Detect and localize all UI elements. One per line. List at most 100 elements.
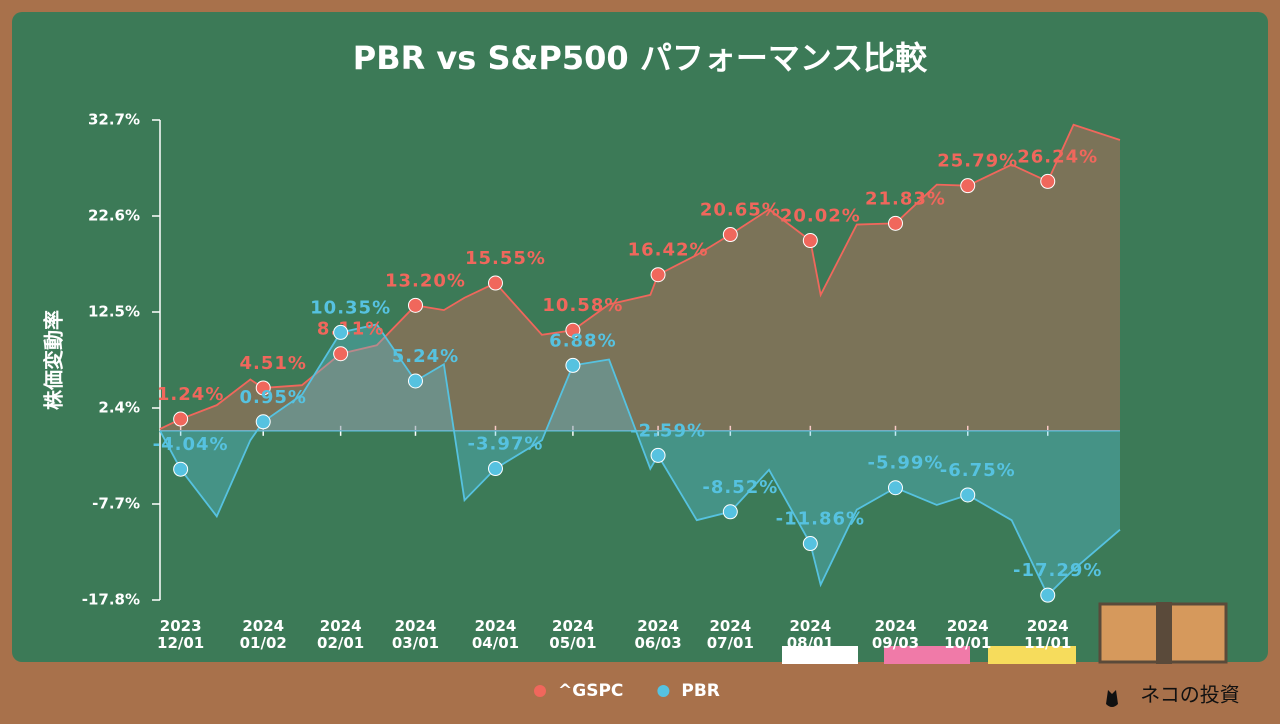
x-tick-year: 2024 (1027, 617, 1069, 635)
data-point (173, 411, 189, 427)
series-line (159, 323, 1121, 597)
data-point (487, 275, 503, 291)
data-point (173, 461, 189, 477)
x-tick-label: 2024 10/01 (944, 617, 991, 652)
data-point (1040, 587, 1056, 603)
data-point (487, 461, 503, 477)
data-point (722, 227, 738, 243)
legend-label: ^GSPC (558, 681, 623, 701)
x-tick-year: 2024 (475, 617, 517, 635)
x-tick-label: 2024 09/03 (872, 617, 919, 652)
series-area (160, 124, 1120, 431)
data-point (802, 233, 818, 249)
data-label: 1.24% (157, 384, 224, 405)
series-line (159, 123, 1121, 430)
chalk (884, 646, 970, 664)
data-label: 16.42% (628, 240, 709, 261)
data-point (255, 414, 271, 430)
x-tick-year: 2024 (875, 617, 917, 635)
data-label: 10.35% (310, 297, 391, 318)
y-tick-label: -7.7% (92, 495, 140, 513)
data-point (960, 178, 976, 194)
x-tick-label: 2024 01/02 (240, 617, 287, 652)
x-tick-label: 2024 08/01 (787, 617, 834, 652)
x-tick-year: 2024 (789, 617, 831, 635)
data-label: 4.51% (239, 353, 306, 374)
eraser-band (1156, 602, 1172, 664)
x-tick-label: 2024 07/01 (707, 617, 754, 652)
x-tick-year: 2024 (709, 617, 751, 635)
x-tick-year: 2024 (552, 617, 594, 635)
x-tick-label: 2023 12/01 (157, 617, 204, 652)
x-tick-label: 2024 02/01 (317, 617, 364, 652)
x-tick-label: 2024 06/03 (634, 617, 681, 652)
footer: ネコの投資 (1140, 683, 1240, 707)
data-point (255, 380, 271, 396)
x-tick-date: 02/01 (317, 634, 364, 652)
chalk (782, 646, 858, 664)
data-label: -8.52% (702, 477, 778, 498)
x-tick-date: 01/02 (240, 634, 287, 652)
data-label: -6.75% (940, 460, 1016, 481)
x-tick-year: 2024 (637, 617, 679, 635)
data-label: 15.55% (465, 248, 546, 269)
data-label: 6.88% (549, 330, 616, 351)
legend-marker (534, 685, 546, 697)
x-tick-date: 04/01 (472, 634, 519, 652)
data-point (407, 297, 423, 313)
data-point (650, 447, 666, 463)
cat-icon (1106, 690, 1118, 707)
data-label: -3.97% (468, 434, 544, 455)
data-label: -5.99% (868, 453, 944, 474)
y-tick-label: 2.4% (98, 399, 140, 417)
x-tick-date: 12/01 (157, 634, 204, 652)
x-tick-date: 03/01 (392, 634, 439, 652)
data-point (960, 487, 976, 503)
x-tick-label: 2024 03/01 (392, 617, 439, 652)
data-label: -2.59% (630, 420, 706, 441)
x-tick-date: 08/01 (787, 634, 834, 652)
legend: ^GSPC PBR (534, 681, 720, 701)
x-tick-year: 2024 (395, 617, 437, 635)
series-area (160, 324, 1120, 596)
data-label: -4.04% (153, 434, 229, 455)
data-point (650, 267, 666, 283)
x-tick-year: 2024 (320, 617, 362, 635)
x-tick-date: 11/01 (1024, 634, 1071, 652)
y-tick-label: -17.8% (82, 591, 140, 609)
data-label: 13.20% (385, 270, 466, 291)
data-label: -17.29% (1013, 560, 1102, 581)
data-label: 10.58% (542, 295, 623, 316)
legend-label: PBR (681, 681, 720, 701)
x-tick-date: 07/01 (707, 634, 754, 652)
x-tick-label: 2024 04/01 (472, 617, 519, 652)
data-label: 8.11% (317, 319, 384, 340)
data-point (565, 322, 581, 338)
data-label: 0.95% (239, 387, 306, 408)
data-point (887, 480, 903, 496)
data-point (722, 504, 738, 520)
data-point (802, 536, 818, 552)
data-label: 5.24% (392, 346, 459, 367)
y-tick-label: 22.6% (88, 207, 140, 225)
data-point (333, 324, 349, 340)
data-point (1040, 173, 1056, 189)
x-tick-label: 2024 11/01 (1024, 617, 1071, 652)
chalk (988, 646, 1076, 664)
chart-title: PBR vs S&P500 パフォーマンス比較 (353, 39, 928, 77)
data-label: -11.86% (776, 509, 865, 530)
data-label: 20.65% (700, 200, 781, 221)
data-point (407, 373, 423, 389)
x-tick-label: 2024 05/01 (549, 617, 596, 652)
data-point (565, 357, 581, 373)
legend-marker (657, 685, 670, 697)
x-tick-year: 2024 (947, 617, 989, 635)
data-point (887, 215, 903, 231)
x-tick-year: 2024 (242, 617, 284, 635)
x-tick-date: 05/01 (549, 634, 596, 652)
data-label: 20.02% (780, 206, 861, 227)
data-label: 21.83% (865, 188, 946, 209)
x-tick-year: 2023 (160, 617, 202, 635)
